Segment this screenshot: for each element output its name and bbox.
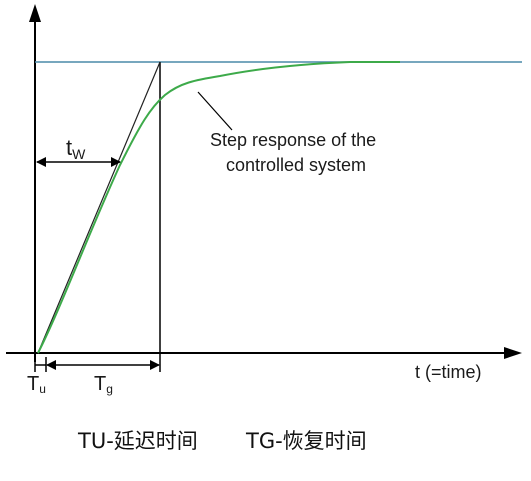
tg-arrowhead-left xyxy=(46,360,56,370)
tg-arrowhead-right xyxy=(150,360,160,370)
caption-tg: TG-恢复时间 xyxy=(246,429,367,453)
tg-label: Tg xyxy=(94,373,113,396)
annotation-line-2: controlled system xyxy=(226,155,366,175)
annotation-line-1: Step response of the xyxy=(210,130,376,150)
tangent-line xyxy=(37,61,161,354)
tw-arrowhead-left xyxy=(36,157,46,167)
tw-label: tW xyxy=(66,135,86,162)
caption-tu: TU-延迟时间 xyxy=(78,429,198,453)
step-response-curve xyxy=(37,61,400,354)
x-axis-arrowhead xyxy=(504,347,522,359)
tw-arrowhead-right xyxy=(111,157,121,167)
x-axis-label: t (=time) xyxy=(415,362,482,382)
y-axis-arrowhead xyxy=(29,4,41,22)
tu-label: Tu xyxy=(27,373,46,396)
annotation-pointer xyxy=(197,91,233,131)
